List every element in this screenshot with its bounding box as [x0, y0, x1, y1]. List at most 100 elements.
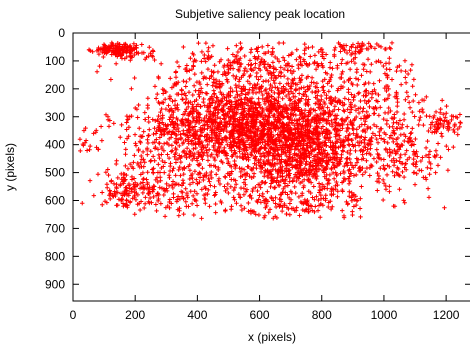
data-point: [290, 91, 296, 96]
data-point: [83, 125, 88, 131]
data-point: [199, 154, 204, 159]
data-point: [302, 41, 307, 47]
data-point: [139, 42, 144, 47]
data-point: [283, 86, 289, 92]
data-point: [200, 166, 205, 171]
data-point: [383, 83, 389, 89]
data-point: [133, 143, 139, 148]
data-point: [139, 157, 145, 162]
data-point: [251, 146, 256, 152]
data-point: [256, 66, 262, 71]
data-point: [300, 92, 306, 97]
data-point: [358, 98, 363, 104]
data-point: [276, 170, 281, 176]
data-point: [94, 128, 99, 133]
data-point: [140, 134, 145, 139]
data-point: [442, 205, 447, 211]
data-point: [346, 78, 351, 83]
data-point: [249, 167, 255, 173]
data-point: [145, 105, 151, 111]
data-point: [327, 79, 332, 84]
data-point: [414, 149, 419, 154]
data-point: [312, 131, 317, 137]
data-point: [259, 129, 265, 135]
data-point: [125, 117, 130, 122]
data-point: [409, 62, 415, 68]
data-point: [211, 120, 216, 126]
data-point: [270, 138, 276, 143]
data-point: [253, 83, 258, 88]
data-point: [231, 139, 236, 144]
data-point: [398, 82, 404, 87]
data-point: [371, 111, 377, 116]
data-point: [346, 176, 351, 181]
data-point: [275, 56, 280, 62]
data-point: [433, 170, 438, 175]
data-point: [254, 47, 259, 52]
data-point: [374, 106, 379, 111]
data-point: [353, 202, 359, 208]
data-point: [360, 148, 365, 154]
data-point: [192, 71, 198, 77]
data-point: [207, 97, 212, 103]
data-point: [156, 113, 161, 119]
data-point: [174, 199, 180, 204]
data-point: [381, 181, 387, 186]
data-point: [324, 155, 330, 161]
data-point: [181, 211, 186, 217]
data-point: [151, 194, 156, 200]
data-point: [292, 184, 297, 190]
data-point: [162, 170, 167, 175]
data-point: [341, 108, 346, 113]
data-point: [380, 197, 386, 203]
data-point: [323, 193, 328, 198]
data-point: [186, 204, 191, 209]
data-point: [145, 140, 151, 146]
data-point: [177, 143, 182, 149]
data-point: [163, 127, 169, 132]
data-point: [339, 61, 344, 66]
data-point: [105, 167, 110, 172]
data-point: [207, 147, 212, 152]
data-point: [171, 195, 176, 200]
data-point: [125, 166, 131, 171]
data-point: [412, 114, 417, 119]
data-point: [347, 167, 352, 172]
data-point: [119, 176, 124, 182]
data-point: [351, 144, 356, 149]
data-point: [196, 92, 201, 97]
data-point: [232, 185, 238, 190]
data-point: [153, 202, 159, 207]
data-point: [176, 137, 181, 142]
data-point: [268, 175, 274, 181]
data-point: [259, 44, 265, 50]
data-point: [156, 162, 161, 167]
data-point: [305, 199, 310, 205]
data-point: [320, 50, 326, 55]
data-point: [168, 122, 173, 127]
data-point: [284, 153, 289, 159]
data-point: [171, 115, 176, 120]
data-point: [183, 186, 188, 191]
data-point: [213, 130, 219, 135]
data-point: [91, 131, 96, 136]
y-tick-label: 600: [45, 194, 65, 208]
data-point: [274, 161, 280, 166]
data-point: [392, 173, 397, 178]
data-point: [362, 82, 367, 87]
data-point: [231, 59, 237, 64]
data-point: [300, 115, 306, 120]
data-point: [257, 160, 263, 165]
data-point: [199, 216, 204, 221]
data-point: [271, 178, 276, 184]
data-point: [346, 87, 351, 92]
data-point: [220, 96, 225, 101]
data-point: [232, 197, 237, 202]
data-point: [81, 143, 86, 148]
data-point: [453, 114, 459, 119]
data-point: [239, 166, 245, 171]
data-point: [348, 148, 353, 153]
data-point: [186, 118, 191, 123]
data-point: [281, 129, 286, 134]
data-point: [114, 186, 119, 191]
